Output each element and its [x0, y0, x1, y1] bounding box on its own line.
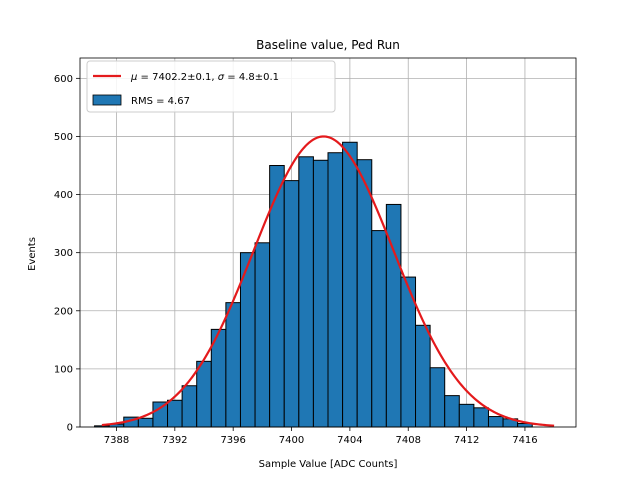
y-tick-label: 0 — [67, 423, 73, 434]
x-tick-label: 7396 — [220, 435, 245, 446]
histogram-bar — [137, 417, 154, 428]
legend-fit-label: μ = 7402.2±0.1, σ = 4.8±0.1 — [130, 72, 279, 83]
legend-box — [86, 60, 336, 113]
histogram-bar — [312, 159, 329, 428]
plot-frame — [79, 57, 577, 428]
histogram-bar — [327, 152, 344, 428]
y-axis-label: Events — [27, 237, 38, 271]
bars-layer — [94, 141, 533, 428]
x-tick-label: 7416 — [512, 435, 537, 446]
chart-title: Baseline value, Ped Run — [256, 38, 400, 52]
x-axis-label: Sample Value [ADC Counts] — [259, 459, 398, 470]
x-tick-label: 7404 — [337, 435, 362, 446]
legend-fit-sigma-value: = 4.8±0.1 — [224, 72, 279, 83]
histogram-bar — [487, 416, 504, 428]
histogram-bar — [196, 360, 212, 428]
x-tick-label: 7400 — [279, 435, 304, 446]
y-tick-label: 300 — [54, 248, 73, 259]
ticks-layer: 7388 7392 7396 7400 7404 7408 7412 7416 0 100 200 3… — [54, 74, 538, 446]
y-tick-label: 100 — [54, 364, 73, 375]
histogram-bar — [167, 399, 183, 428]
plot-area: 7388 7392 7396 7400 7404 7408 7412 7416 0 100 200 3… — [54, 57, 577, 446]
x-tick-label: 7392 — [162, 435, 187, 446]
histogram-bar — [181, 385, 198, 428]
legend-fit-mu-value: = 7402.2±0.1, — [137, 72, 217, 83]
y-tick-label: 200 — [54, 306, 73, 317]
histogram-bar — [444, 395, 460, 428]
histogram-bar — [254, 242, 271, 428]
histogram-bar — [473, 407, 489, 428]
y-tick-label: 400 — [54, 190, 73, 201]
y-tick-label: 600 — [54, 74, 73, 85]
legend-fit-mu-symbol: μ — [130, 72, 137, 83]
y-tick-label: 500 — [54, 132, 73, 143]
histogram-bar — [283, 180, 300, 428]
histogram-bar — [429, 367, 446, 428]
legend-histogram-swatch — [92, 94, 122, 106]
histogram-bar — [415, 324, 431, 428]
histogram-bar — [225, 302, 241, 428]
legend-fit-sigma-symbol: σ — [218, 72, 225, 83]
histogram-bar — [458, 403, 475, 428]
legend: μ = 7402.2±0.1, σ = 4.8±0.1 RMS = 4.67 — [86, 60, 336, 113]
gaussian-fit-curve — [101, 135, 555, 427]
x-tick-label: 7388 — [104, 435, 129, 446]
x-tick-label: 7408 — [396, 435, 421, 446]
x-tick-label: 7412 — [454, 435, 479, 446]
legend-histogram-label: RMS = 4.67 — [131, 96, 190, 107]
histogram-bar — [342, 141, 358, 428]
histogram-bar — [356, 159, 373, 428]
histogram-bar — [371, 230, 387, 428]
histogram-bar — [298, 156, 314, 428]
